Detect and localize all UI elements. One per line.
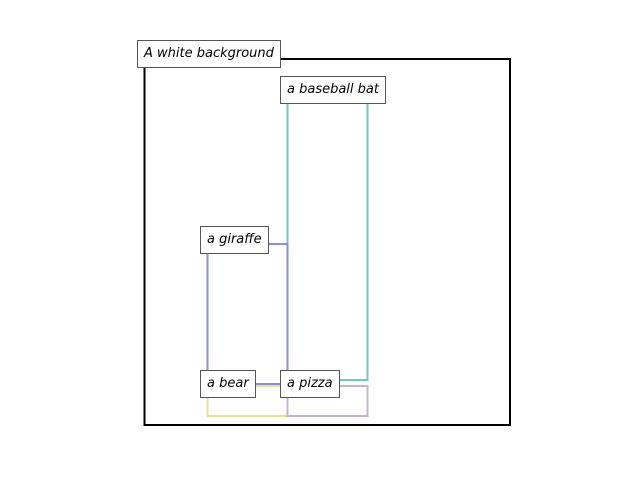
giraffe-box <box>206 243 289 385</box>
giraffe-label: a giraffe <box>200 226 269 254</box>
bear-label: a bear <box>200 370 256 398</box>
baseball-bat-box <box>286 89 369 381</box>
pizza-label: a pizza <box>280 370 340 398</box>
background-frame <box>143 58 511 426</box>
background-label: A white background <box>137 40 281 68</box>
baseball-bat-label: a baseball bat <box>280 76 386 104</box>
